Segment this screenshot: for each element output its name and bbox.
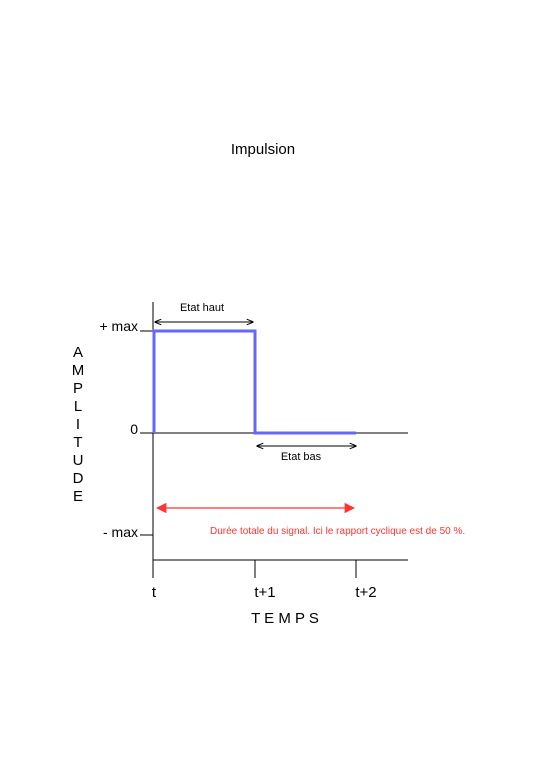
x-tick-label-t2: t+2 <box>355 584 376 601</box>
y-axis-letter: M <box>72 362 85 379</box>
x-tick-label-t: t <box>152 584 157 601</box>
y-tick-max: + max <box>99 318 138 334</box>
signal-line <box>152 329 356 435</box>
y-axis-letter: A <box>73 344 83 361</box>
x-tick-label-t1: t+1 <box>254 584 275 601</box>
y-axis-letter: L <box>74 398 82 415</box>
high-state-label: Etat haut <box>180 302 224 314</box>
y-axis-letter: T <box>73 434 82 451</box>
y-axis-letter: E <box>73 488 83 505</box>
y-tick-zero: 0 <box>130 421 138 437</box>
low-state-label: Etat bas <box>281 451 322 463</box>
y-axis-letter: D <box>73 470 84 487</box>
y-axis-letter: U <box>73 452 84 469</box>
x-axis-label: T E M P S <box>251 610 319 627</box>
y-axis-label: A M P L I T U D E <box>72 344 85 505</box>
page-title: Impulsion <box>231 141 295 158</box>
total-duration-label: Durée totale du signal. Ici le rapport c… <box>210 526 465 537</box>
y-tick-min: - max <box>103 524 138 540</box>
y-axis-letter: P <box>73 380 83 397</box>
y-axis-letter: I <box>76 416 80 433</box>
